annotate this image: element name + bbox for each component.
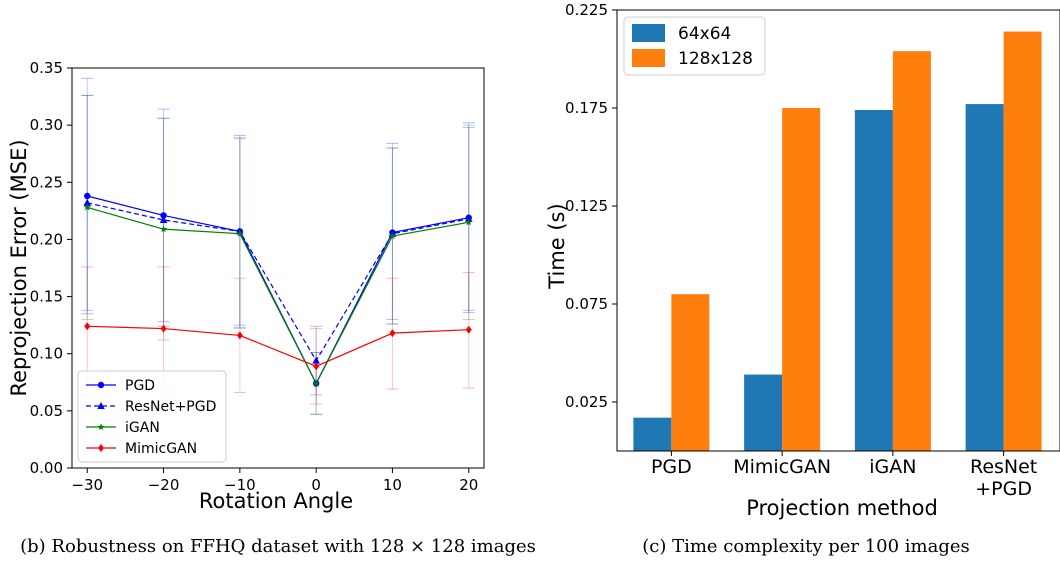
data-point-mimicgan <box>236 331 243 340</box>
y-tick-label: 0.00 <box>30 459 63 477</box>
bar-64x64 <box>965 104 1004 451</box>
y-tick-label: 0.225 <box>565 1 608 19</box>
x-tick-label: PGD <box>651 456 692 478</box>
y-tick-label: 0.175 <box>565 99 608 117</box>
x-tick-label: 10 <box>383 476 402 494</box>
y-tick-label: 0.025 <box>565 393 608 411</box>
data-point-igan <box>83 203 91 211</box>
y-tick-label: 0.25 <box>30 173 63 191</box>
data-point-igan <box>465 218 473 226</box>
bar-128x128 <box>671 294 710 451</box>
y-tick-label: 0.125 <box>565 197 608 215</box>
y-axis-ticks: 0.025 0.075 0.125 0.175 0.225 <box>565 1 617 411</box>
bar-128x128 <box>1003 31 1042 452</box>
legend-label-mimicgan: MimicGAN <box>125 441 197 457</box>
legend-swatch-128x128 <box>632 49 665 67</box>
series-markers <box>83 192 473 387</box>
data-point-mimicgan <box>160 324 167 333</box>
y-axis-label: Time (s) <box>545 203 569 289</box>
data-point-igan <box>388 232 397 240</box>
caption-left: (b) Robustness on FFHQ dataset with 128 … <box>20 536 536 557</box>
caption-right: (c) Time complexity per 100 images <box>642 536 970 557</box>
x-tick-label: −20 <box>148 476 180 494</box>
x-tick-label: 0 <box>311 476 321 494</box>
x-tick-label: ResNet +PGD <box>970 456 1037 500</box>
y-tick-label: 0.20 <box>30 230 63 248</box>
bar-chart-time: 0.025 0.075 0.125 0.175 0.225 PGD MimicGAN iGA… <box>545 1 1060 520</box>
y-tick-label: 0.30 <box>30 116 63 134</box>
legend-label-igan: iGAN <box>125 420 160 436</box>
bar-128x128 <box>782 108 821 451</box>
x-tick-label: 20 <box>459 476 478 494</box>
y-axis-ticks: 0.00 0.05 0.10 0.15 0.20 0.25 0.30 0.35 <box>30 59 72 477</box>
data-point-resnet-pgd <box>312 356 320 364</box>
legend-label-64x64: 64x64 <box>678 24 731 44</box>
bar-64x64 <box>633 417 672 451</box>
y-tick-label: 0.35 <box>30 59 63 77</box>
legend-label-128x128: 128x128 <box>678 49 753 69</box>
legend-box <box>77 370 227 463</box>
legend-marker-mimicgan <box>98 444 104 452</box>
x-tick-label-line: ResNet <box>970 456 1037 478</box>
x-axis-ticks: −30 −20 −10 0 10 20 <box>71 468 478 494</box>
error-bars <box>81 77 475 415</box>
data-point-mimicgan <box>313 362 320 371</box>
x-tick-label-line: iGAN <box>869 456 916 478</box>
y-tick-label: 0.15 <box>30 288 63 306</box>
x-tick-label-line: MimicGAN <box>733 456 831 478</box>
series-line-mimicgan <box>87 325 469 367</box>
x-tick-label: MimicGAN <box>733 456 831 478</box>
series-lines <box>87 195 469 385</box>
y-tick-label: 0.05 <box>30 402 63 420</box>
x-tick-label: iGAN <box>869 456 916 478</box>
bar-64x64 <box>854 109 893 452</box>
x-axis-label: Projection method <box>746 496 938 520</box>
x-tick-label-line: +PGD <box>975 478 1032 500</box>
y-axis-label: Reprojection Error (MSE) <box>7 139 31 396</box>
bar-64x64 <box>744 374 783 451</box>
legend: PGD ResNet+PGD iGAN MimicGAN <box>77 370 227 463</box>
series-line-resnet-pgd <box>87 202 469 362</box>
data-point-resnet-pgd <box>159 216 168 223</box>
plot-frame <box>71 67 485 469</box>
legend-swatch-64x64 <box>632 24 665 42</box>
bar-128x128 <box>892 51 931 451</box>
legend: 64x64 128x128 <box>623 16 766 76</box>
x-tick-label-line: PGD <box>651 456 692 478</box>
y-tick-label: 0.10 <box>30 345 63 363</box>
data-point-resnet-pgd <box>83 198 92 206</box>
legend-marker-igan <box>97 423 105 431</box>
legend-label-resnet-pgd: ResNet+PGD <box>125 399 216 415</box>
x-axis-ticks: PGD MimicGAN iGAN ResNet +PGD <box>651 451 1037 500</box>
line-chart-robustness: 0.000.050.100.150.200.250.300.35 −30 −20−… <box>7 59 485 513</box>
plot-frame <box>616 9 1060 452</box>
series-line-igan <box>87 206 469 385</box>
data-point-resnet-pgd <box>464 214 473 222</box>
legend-marker-pgd <box>97 381 105 389</box>
legend-marker-resnet-pgd <box>97 402 105 409</box>
data-point-igan <box>159 225 168 233</box>
x-tick-label: −30 <box>71 476 103 494</box>
x-axis-label: Rotation Angle <box>199 489 353 513</box>
data-point-mimicgan <box>389 329 396 338</box>
bars <box>633 31 1042 452</box>
data-point-mimicgan <box>84 322 91 331</box>
data-point-mimicgan <box>465 325 472 334</box>
data-point-pgd <box>84 192 91 200</box>
data-point-pgd <box>160 212 167 219</box>
x-tick-label: −10 <box>224 476 256 494</box>
y-tick-label: 0.075 <box>565 295 608 313</box>
data-point-igan <box>312 379 320 387</box>
data-point-igan <box>236 229 244 237</box>
legend-label-pgd: PGD <box>125 378 155 394</box>
